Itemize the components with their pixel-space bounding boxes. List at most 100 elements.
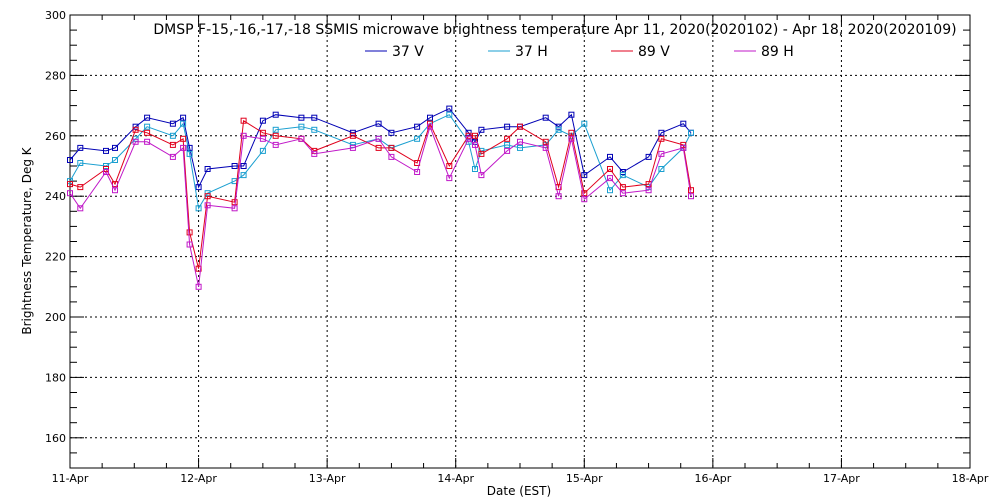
data-point <box>688 187 694 194</box>
y-tick-label: 160 <box>45 432 66 445</box>
data-point <box>658 150 665 157</box>
data-point <box>658 129 665 136</box>
data-point <box>186 241 193 248</box>
data-point <box>132 123 139 130</box>
data-point <box>169 141 176 148</box>
x-tick-label: 16-Apr <box>694 472 731 485</box>
data-point <box>259 129 266 136</box>
data-point <box>195 283 202 290</box>
data-point <box>112 144 118 151</box>
legend-item: 89 V <box>611 44 670 60</box>
data-point <box>67 157 73 163</box>
data-point <box>658 135 665 142</box>
data-point <box>607 175 613 182</box>
x-tick-label: 12-Apr <box>180 472 217 485</box>
data-point <box>478 172 485 179</box>
data-point <box>688 129 694 136</box>
data-point <box>144 129 151 136</box>
data-point <box>298 123 305 130</box>
data-point <box>388 144 395 151</box>
data-point <box>504 147 511 154</box>
data-point <box>240 172 247 179</box>
legend-label: 89 H <box>761 44 794 60</box>
y-tick-label: 300 <box>45 9 66 22</box>
data-point <box>180 120 187 127</box>
data-point <box>195 184 202 191</box>
data-point <box>311 114 318 121</box>
data-point <box>144 138 151 145</box>
data-point <box>504 135 511 142</box>
series-line <box>69 125 692 287</box>
data-point <box>186 144 193 151</box>
chart-title: DMSP F-15,-16,-17,-18 SSMIS microwave br… <box>153 22 956 38</box>
data-point <box>180 135 187 142</box>
y-tick-label: 240 <box>45 190 66 203</box>
legend-item: 37 V <box>365 44 424 60</box>
series-group <box>67 105 694 290</box>
data-point <box>204 193 211 200</box>
data-point <box>446 163 453 169</box>
data-point <box>568 129 575 136</box>
data-point <box>132 138 139 145</box>
y-tick-label: 180 <box>45 371 66 384</box>
data-point <box>446 111 453 118</box>
data-point <box>112 187 118 194</box>
x-tick-label: 17-Apr <box>823 472 860 485</box>
data-point <box>272 141 279 148</box>
data-point <box>517 123 523 130</box>
x-tick-label: 14-Apr <box>437 472 474 485</box>
data-point <box>272 126 279 133</box>
data-point <box>67 190 73 197</box>
data-point <box>259 147 266 154</box>
data-point <box>388 153 395 160</box>
data-point <box>568 135 575 142</box>
data-point <box>103 147 109 154</box>
data-point <box>204 202 211 209</box>
data-point <box>542 138 549 145</box>
data-point <box>298 114 305 121</box>
data-point <box>504 123 511 130</box>
legend-item: 89 H <box>734 44 794 60</box>
data-point <box>427 123 433 130</box>
data-point <box>77 160 84 166</box>
x-tick-label: 15-Apr <box>566 472 603 485</box>
data-point <box>658 166 665 172</box>
data-point <box>645 153 652 160</box>
legend-item: 37 H <box>488 44 548 60</box>
data-point <box>568 111 575 118</box>
data-point <box>555 123 562 130</box>
data-point <box>555 193 562 200</box>
data-point <box>349 132 356 139</box>
axis-ticks: 11-Apr 12-Apr 13-Apr 14-Apr 15-Apr 16-Apr 17-A… <box>45 9 989 485</box>
data-point <box>186 150 193 157</box>
data-point <box>414 169 421 175</box>
data-point <box>77 184 84 191</box>
data-point <box>186 229 193 236</box>
data-point <box>472 166 478 172</box>
data-point <box>375 144 382 151</box>
data-point <box>478 126 485 133</box>
data-point <box>472 132 478 139</box>
data-point <box>311 126 318 133</box>
data-point <box>581 172 588 179</box>
data-point <box>680 144 687 151</box>
data-point <box>427 114 433 121</box>
data-point <box>446 105 453 112</box>
x-tick-label: 11-Apr <box>52 472 89 485</box>
data-point <box>144 114 151 121</box>
data-point <box>607 166 613 172</box>
data-point <box>180 114 187 121</box>
data-point <box>144 123 151 130</box>
data-point <box>240 132 247 139</box>
data-point <box>581 120 588 127</box>
data-point <box>465 135 472 142</box>
data-point <box>388 129 395 136</box>
data-point <box>77 205 84 212</box>
data-point <box>478 150 485 157</box>
data-point <box>688 193 694 200</box>
data-point <box>581 190 588 197</box>
data-point <box>645 187 652 194</box>
x-axis-label: Date (EST) <box>487 484 551 498</box>
legend-label: 37 H <box>515 44 548 60</box>
data-point <box>272 111 279 118</box>
